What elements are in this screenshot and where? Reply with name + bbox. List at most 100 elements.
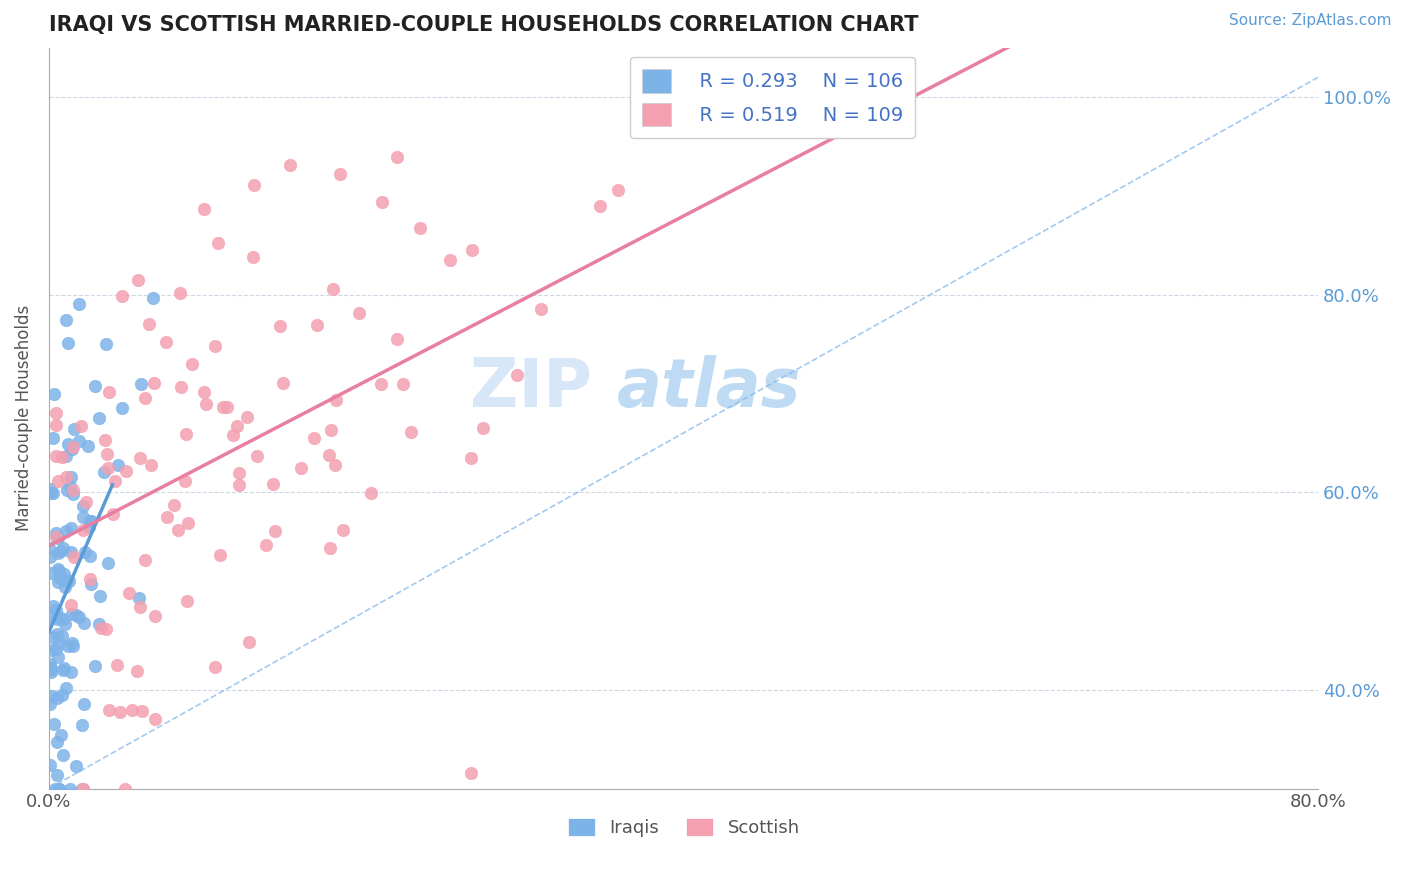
Point (89, 589, 111, 603)
Point (59, 598, 82, 612)
Point (39, 663, 62, 677)
Point (101, 507, 124, 521)
Point (38, 541, 60, 555)
Point (142, 376, 165, 391)
Text: IRAQI VS SCOTTISH MARRIED-COUPLE HOUSEHOLDS CORRELATION CHART: IRAQI VS SCOTTISH MARRIED-COUPLE HOUSEHO… (49, 15, 918, 35)
Point (79, 549, 101, 563)
Point (290, 460, 312, 475)
Text: atlas: atlas (617, 356, 801, 421)
Point (127, 273, 149, 287)
Point (319, 541, 342, 555)
Point (207, 235, 229, 250)
Point (42, 486, 65, 500)
Point (60, 442, 83, 457)
Point (318, 448, 340, 462)
Y-axis label: Married-couple Households: Married-couple Households (15, 305, 32, 532)
Point (48, 475, 70, 489)
Point (73, 697, 96, 711)
Point (134, 552, 156, 566)
Point (169, 286, 191, 301)
Point (607, 183, 630, 197)
Point (370, 194, 392, 209)
Point (39, 665, 62, 679)
Point (111, 288, 134, 302)
Point (472, 421, 495, 435)
Point (129, 376, 152, 391)
Point (56, 640, 79, 654)
Point (385, 332, 408, 346)
Point (60, 521, 83, 535)
Point (56, 437, 79, 451)
Point (46, 768, 69, 782)
Point (44, 717, 66, 731)
Point (39, 643, 62, 657)
Point (143, 608, 166, 623)
Point (73, 616, 96, 631)
Point (59, 470, 82, 484)
Point (51, 450, 73, 464)
Text: ZIP: ZIP (470, 356, 592, 421)
Point (115, 464, 138, 478)
Point (273, 376, 295, 390)
Point (176, 594, 198, 608)
Point (329, 167, 352, 181)
Point (94, 336, 117, 351)
Point (46, 574, 69, 589)
Point (79, 577, 101, 591)
Point (65, 607, 87, 622)
Point (44, 781, 66, 796)
Point (51, 629, 73, 643)
Point (131, 704, 153, 718)
Point (55, 573, 77, 587)
Point (347, 306, 370, 320)
Point (90, 621, 112, 635)
Point (48, 636, 70, 650)
Point (409, 221, 432, 235)
Point (193, 202, 215, 217)
Point (59, 545, 82, 559)
Point (52, 663, 75, 677)
Point (104, 474, 127, 488)
Point (39, 486, 62, 500)
Point (58, 479, 80, 493)
Point (45, 525, 67, 540)
Point (129, 451, 152, 466)
Point (228, 478, 250, 492)
Point (46, 735, 69, 749)
Point (59, 665, 82, 679)
Point (46, 627, 69, 641)
Point (108, 705, 131, 719)
Point (143, 712, 166, 726)
Point (208, 548, 231, 562)
Point (45, 530, 67, 544)
Point (60, 636, 83, 650)
Point (243, 178, 266, 192)
Point (370, 377, 392, 392)
Point (506, 368, 529, 383)
Point (387, 150, 409, 164)
Point (70, 418, 93, 433)
Point (80, 514, 103, 528)
Point (174, 474, 197, 488)
Point (142, 291, 165, 305)
Point (72, 781, 94, 796)
Point (49, 571, 72, 585)
Point (55, 681, 77, 696)
Point (325, 393, 347, 408)
Point (195, 397, 218, 411)
Point (49, 728, 72, 742)
Point (46, 691, 69, 706)
Point (75, 544, 97, 558)
Point (302, 431, 325, 445)
Point (94, 622, 117, 636)
Point (128, 591, 150, 605)
Point (84, 378, 107, 392)
Point (89, 410, 111, 425)
Point (94, 433, 117, 447)
Point (55, 312, 77, 326)
Point (118, 586, 141, 600)
Point (156, 509, 179, 524)
Point (45, 642, 67, 657)
Point (72, 781, 94, 796)
Point (52, 612, 75, 626)
